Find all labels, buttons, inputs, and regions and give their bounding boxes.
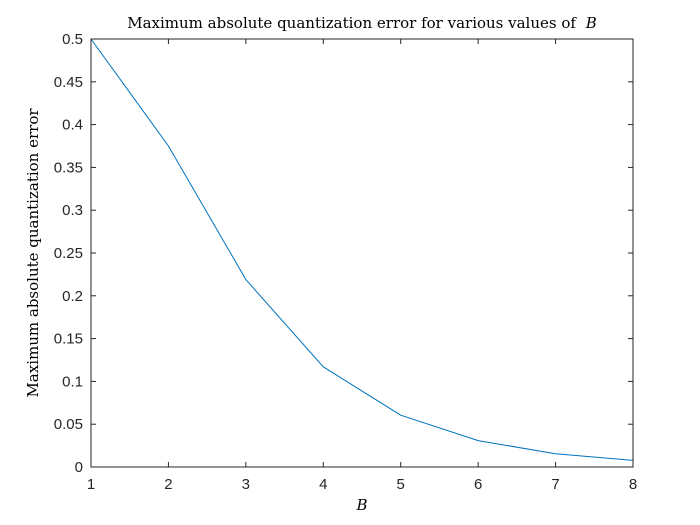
y-tick-label: 0.45	[54, 74, 83, 91]
plot-area	[91, 39, 633, 467]
x-tick-label: 8	[629, 476, 637, 493]
y-tick-label: 0.2	[62, 288, 83, 305]
data-point	[323, 366, 324, 367]
x-tick-label: 5	[397, 476, 405, 493]
x-tick-label: 6	[474, 476, 482, 493]
x-tick-label: 3	[242, 476, 250, 493]
chart-title-main: Maximum absolute quantization error for …	[127, 14, 577, 32]
y-tick-label: 0.35	[54, 159, 83, 176]
data-point	[555, 453, 556, 454]
data-point	[400, 415, 401, 416]
series-line	[90, 38, 634, 461]
y-axis-label: Maximum absolute quantization error	[24, 108, 42, 398]
y-tick-label: 0.3	[62, 202, 83, 219]
data-point	[478, 440, 479, 441]
y-tick-labels: 0 0.05 0.1 0.15 0.2 0.25 0.3 0.35 0.4 0.45 0.5	[54, 31, 83, 476]
axes-box	[90, 38, 634, 468]
x-axis-label: B	[355, 496, 367, 514]
chart-title: Maximum absolute quantization error for …	[127, 14, 597, 32]
x-tick-label: 1	[87, 476, 95, 493]
y-tick-label: 0.1	[62, 373, 83, 390]
x-tick-label: 2	[164, 476, 172, 493]
y-tick-label: 0.25	[54, 245, 83, 262]
data-point	[168, 146, 169, 147]
y-tick-label: 0.05	[54, 416, 83, 433]
data-point	[245, 279, 246, 280]
x-tick-label: 7	[551, 476, 559, 493]
y-tick-label: 0	[75, 459, 83, 476]
x-tick-label: 4	[319, 476, 327, 493]
chart-title-variable: B	[585, 14, 597, 32]
y-tick-label: 0.15	[54, 331, 83, 348]
y-tick-label: 0.4	[62, 117, 83, 134]
x-tick-labels: 1 2 3 4 5 6 7 8	[87, 476, 637, 493]
y-tick-label: 0.5	[62, 31, 83, 48]
